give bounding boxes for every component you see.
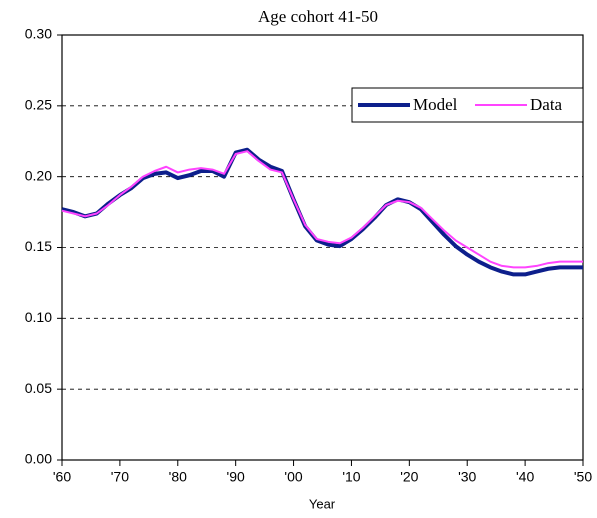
y-tick-label: 0.30	[25, 26, 52, 42]
legend-label: Model	[413, 95, 458, 114]
y-tick-label: 0.00	[25, 451, 52, 467]
x-tick-label: '00	[284, 469, 302, 485]
x-tick-label: '60	[53, 469, 71, 485]
y-tick-label: 0.20	[25, 167, 52, 183]
legend: Model Data	[351, 87, 584, 123]
y-tick-label: 0.15	[25, 238, 52, 254]
x-tick-label: '50	[574, 469, 592, 485]
x-tick-label: '20	[400, 469, 418, 485]
series-line	[61, 150, 583, 269]
series-line	[61, 147, 583, 277]
y-tick-label: 0.10	[25, 309, 52, 325]
x-tick-label: '10	[342, 469, 360, 485]
x-tick-label: '70	[111, 469, 129, 485]
x-tick-label: '80	[169, 469, 187, 485]
y-tick-label: 0.05	[25, 380, 52, 396]
legend-label: Data	[530, 95, 563, 114]
x-tick-label: '90	[227, 469, 245, 485]
x-axis-label: Year	[309, 496, 336, 511]
y-tick-label: 0.25	[25, 97, 52, 113]
x-tick-label: '30	[458, 469, 476, 485]
plot-frame	[61, 34, 584, 461]
chart-title: Age cohort 41-50	[258, 7, 378, 26]
x-tick-label: '40	[516, 469, 534, 485]
